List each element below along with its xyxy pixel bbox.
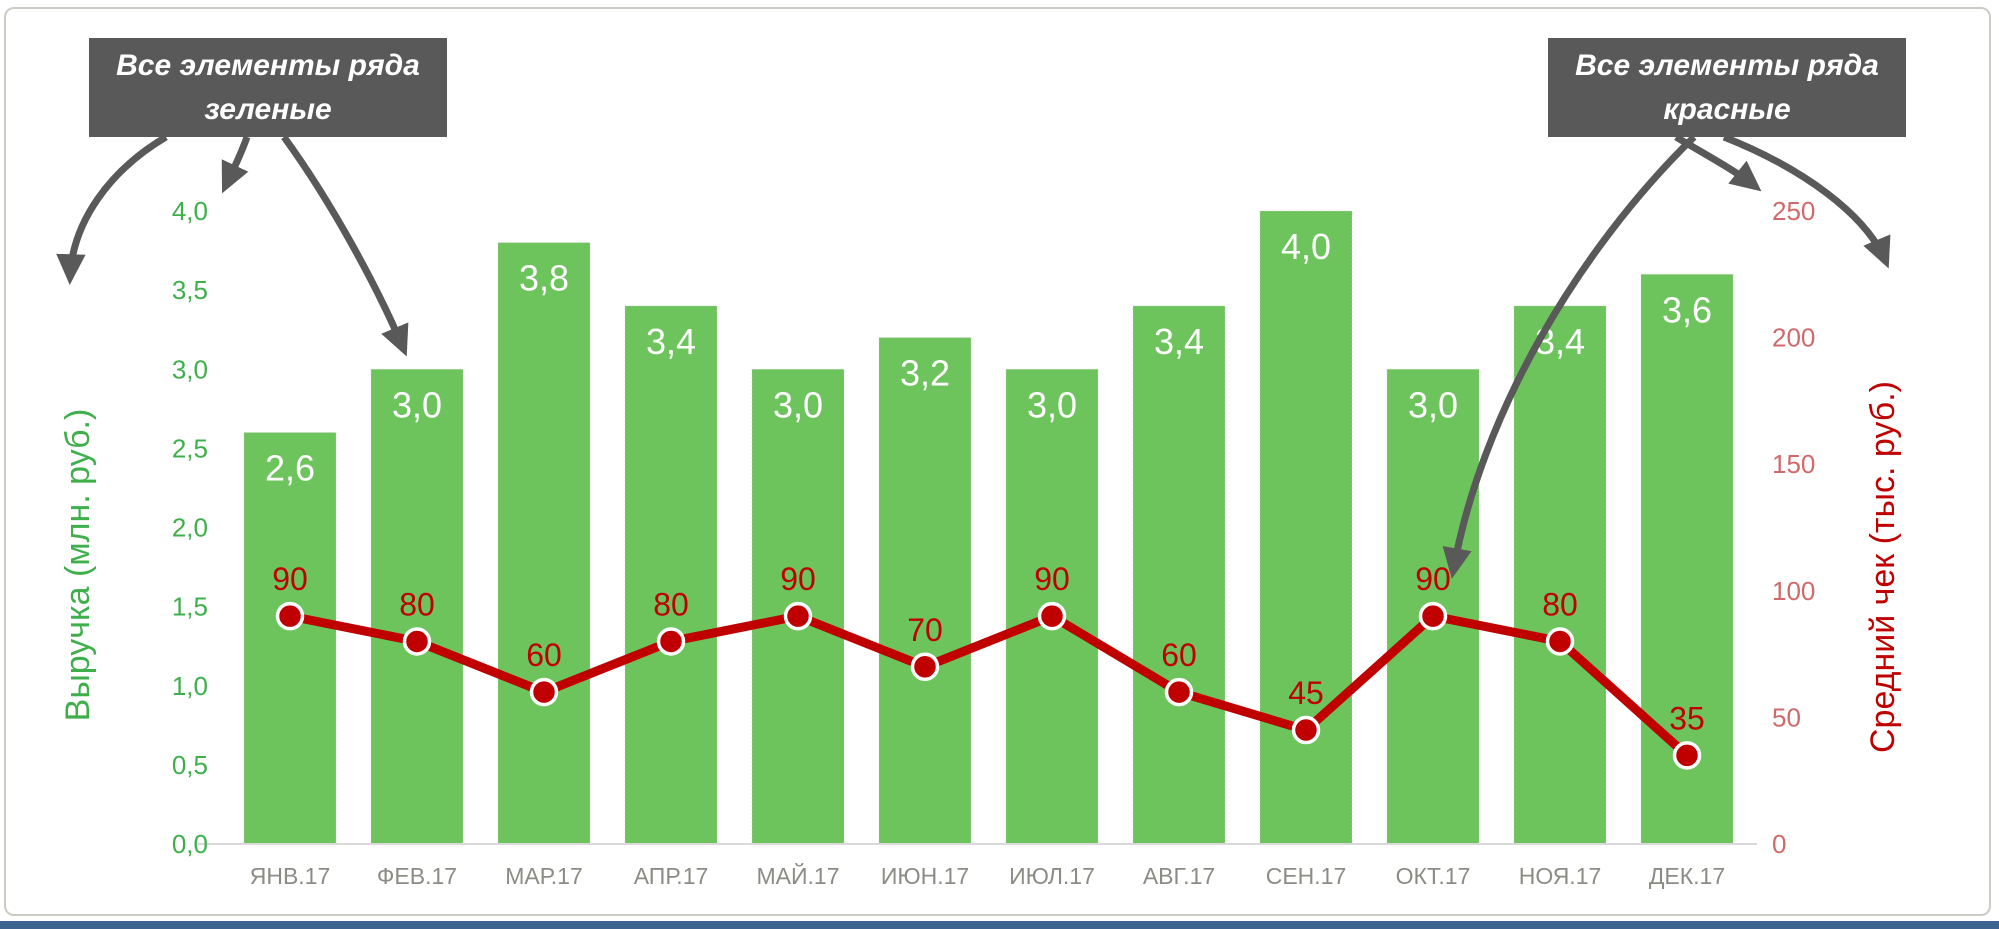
line-point-label-МАЙ.17: 90 xyxy=(780,561,816,597)
right-axis-tick: 0 xyxy=(1772,829,1786,859)
line-marker-ИЮН.17 xyxy=(910,652,940,682)
screenshot-frame xyxy=(4,7,1991,916)
line-marker-ДЕК.17 xyxy=(1672,741,1702,770)
left-axis-tick: 2,5 xyxy=(172,433,208,463)
line-marker-ФЕВ.17 xyxy=(402,627,432,656)
bar-МАР.17 xyxy=(497,242,591,845)
callout-green-line2: зеленые xyxy=(204,92,332,126)
arrow-green-to-left-axis-title xyxy=(56,133,168,285)
line-point-label-ИЮЛ.17: 90 xyxy=(1034,561,1070,597)
line-series xyxy=(285,611,1692,760)
bar-ЯНВ.17 xyxy=(243,432,337,845)
callout-red-line2: красные xyxy=(1663,92,1791,126)
line-point-label-ФЕВ.17: 80 xyxy=(399,586,435,622)
line-marker-СЕН.17 xyxy=(1291,715,1321,745)
bar-АВГ.17 xyxy=(1132,305,1226,845)
x-axis-label-ОКТ.17: ОКТ.17 xyxy=(1396,863,1471,889)
right-axis-tick: 250 xyxy=(1772,196,1815,226)
line-marker-ИЮЛ.17 xyxy=(1037,601,1067,631)
line-point-label-АВГ.17: 60 xyxy=(1161,637,1197,673)
x-axis-label-АПР.17: АПР.17 xyxy=(634,863,709,889)
arrow-red-to-right-axis-title xyxy=(1722,133,1891,269)
left-axis-tick: 4,0 xyxy=(172,196,208,226)
x-axis-label-ЯНВ.17: ЯНВ.17 xyxy=(250,863,331,889)
bar-label-АВГ.17: 3,4 xyxy=(1154,321,1204,362)
x-axis-label-ФЕВ.17: ФЕВ.17 xyxy=(377,863,457,889)
line-point-label-НОЯ.17: 80 xyxy=(1542,586,1578,622)
line-point-label-ДЕК.17: 35 xyxy=(1669,700,1705,736)
bar-label-ИЮЛ.17: 3,0 xyxy=(1027,384,1077,425)
bar-label-МАР.17: 3,8 xyxy=(519,258,569,299)
x-axis-label-СЕН.17: СЕН.17 xyxy=(1266,863,1347,889)
arrow-red-to-right-axis-ticks xyxy=(1674,133,1762,192)
bar-label-ОКТ.17: 3,0 xyxy=(1408,384,1458,425)
line-marker-МАЙ.17 xyxy=(783,601,813,631)
bar-ИЮН.17 xyxy=(878,337,972,845)
line-point-label-ЯНВ.17: 90 xyxy=(272,561,308,597)
bar-label-ДЕК.17: 3,6 xyxy=(1662,289,1712,330)
arrow-red-to-line-point xyxy=(1442,134,1697,579)
line-marker-АПР.17 xyxy=(656,627,686,656)
line-point-label-СЕН.17: 45 xyxy=(1288,675,1324,711)
bar-label-ИЮН.17: 3,2 xyxy=(900,353,950,394)
left-axis-tick: 1,5 xyxy=(172,592,208,622)
x-axis-label-ИЮН.17: ИЮН.17 xyxy=(881,863,969,889)
left-axis-tick: 3,0 xyxy=(172,354,208,384)
right-axis-tick: 200 xyxy=(1772,323,1815,353)
line-point-label-МАР.17: 60 xyxy=(526,637,562,673)
x-axis-label-НОЯ.17: НОЯ.17 xyxy=(1519,863,1602,889)
bar-label-МАЙ.17: 3,0 xyxy=(773,384,823,425)
line-marker-ЯНВ.17 xyxy=(275,601,305,631)
line-marker-АВГ.17 xyxy=(1164,677,1194,707)
x-axis-label-АВГ.17: АВГ.17 xyxy=(1143,863,1215,889)
right-axis-tick: 150 xyxy=(1772,449,1815,479)
left-axis-tick: 2,0 xyxy=(172,513,208,543)
right-axis-tick: 100 xyxy=(1772,576,1815,606)
arrow-green-to-left-axis-ticks xyxy=(221,135,251,194)
bar-ФЕВ.17 xyxy=(370,368,464,845)
x-axis-label-МАЙ.17: МАЙ.17 xyxy=(756,862,839,889)
bar-НОЯ.17 xyxy=(1513,305,1607,845)
x-axis-label-ДЕК.17: ДЕК.17 xyxy=(1649,863,1725,889)
line-marker-НОЯ.17 xyxy=(1545,627,1575,656)
right-axis-tick: 50 xyxy=(1772,702,1801,732)
x-axis-label-ИЮЛ.17: ИЮЛ.17 xyxy=(1009,863,1095,889)
bar-label-СЕН.17: 4,0 xyxy=(1281,226,1331,267)
callout-red-line1: Все элементы ряда xyxy=(1575,49,1879,82)
bottom-edge-strip xyxy=(0,921,1999,929)
callout-green-line1: Все элементы ряда xyxy=(116,49,420,82)
left-axis-tick: 0,5 xyxy=(172,750,208,780)
line-marker-МАР.17 xyxy=(529,677,559,707)
left-axis-tick: 3,5 xyxy=(172,275,208,305)
line-point-label-АПР.17: 80 xyxy=(653,586,689,622)
line-point-label-ИЮН.17: 70 xyxy=(907,612,943,648)
left-axis-tick: 1,0 xyxy=(172,671,208,701)
left-axis-tick: 0,0 xyxy=(172,829,208,859)
x-axis-label-МАР.17: МАР.17 xyxy=(505,863,582,889)
callout-red-series: Все элементы ряда красные xyxy=(1548,38,1906,137)
line-marker-ОКТ.17 xyxy=(1418,601,1448,631)
bar-label-ФЕВ.17: 3,0 xyxy=(392,384,442,425)
arrow-green-to-bar-label xyxy=(281,134,409,357)
callout-green-series: Все элементы ряда зеленые xyxy=(89,38,447,137)
bar-label-ЯНВ.17: 2,6 xyxy=(265,448,315,489)
bar-label-АПР.17: 3,4 xyxy=(646,321,696,362)
